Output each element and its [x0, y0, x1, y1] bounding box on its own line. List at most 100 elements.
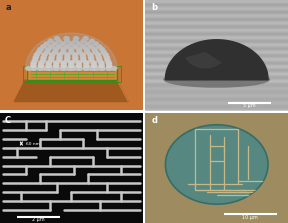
Circle shape: [77, 66, 83, 71]
Circle shape: [165, 125, 268, 204]
Circle shape: [48, 55, 55, 60]
Text: 60 nm: 60 nm: [26, 142, 39, 146]
Circle shape: [38, 61, 44, 65]
Circle shape: [98, 61, 105, 65]
Circle shape: [37, 66, 43, 71]
Circle shape: [53, 61, 59, 65]
Circle shape: [64, 44, 71, 49]
Ellipse shape: [163, 71, 270, 88]
Circle shape: [60, 66, 67, 71]
Circle shape: [99, 47, 105, 52]
Circle shape: [103, 52, 109, 57]
Circle shape: [83, 63, 90, 68]
Circle shape: [100, 66, 106, 71]
Circle shape: [36, 50, 42, 54]
Circle shape: [52, 50, 58, 54]
Circle shape: [30, 63, 37, 68]
Circle shape: [56, 44, 62, 49]
Circle shape: [76, 50, 82, 54]
Text: d: d: [151, 116, 157, 125]
Circle shape: [88, 58, 94, 63]
Circle shape: [56, 55, 62, 60]
Circle shape: [72, 44, 78, 49]
Circle shape: [34, 52, 40, 57]
Circle shape: [54, 36, 60, 41]
Circle shape: [49, 52, 55, 57]
Circle shape: [76, 41, 83, 46]
Circle shape: [72, 52, 78, 57]
Text: 5 μm: 5 μm: [243, 103, 256, 108]
Circle shape: [31, 61, 37, 65]
Circle shape: [45, 47, 51, 52]
Circle shape: [60, 50, 66, 54]
Text: 10 μm: 10 μm: [242, 215, 258, 220]
Circle shape: [46, 61, 52, 65]
Circle shape: [40, 44, 47, 49]
Circle shape: [73, 36, 79, 41]
Circle shape: [54, 66, 60, 71]
Circle shape: [60, 41, 66, 46]
Circle shape: [101, 50, 107, 54]
Circle shape: [96, 58, 103, 63]
Circle shape: [64, 39, 70, 43]
Circle shape: [64, 55, 71, 60]
Circle shape: [33, 55, 39, 60]
Circle shape: [76, 47, 82, 52]
Polygon shape: [165, 40, 268, 79]
Circle shape: [40, 58, 46, 63]
Circle shape: [41, 55, 47, 60]
Circle shape: [89, 39, 95, 43]
Circle shape: [43, 66, 49, 71]
Circle shape: [48, 44, 54, 49]
Circle shape: [65, 66, 71, 71]
Polygon shape: [14, 79, 128, 101]
Circle shape: [68, 50, 74, 54]
Circle shape: [91, 47, 97, 52]
Circle shape: [96, 55, 102, 60]
Circle shape: [61, 61, 67, 65]
Circle shape: [106, 63, 112, 68]
Circle shape: [64, 58, 70, 63]
Circle shape: [38, 63, 44, 68]
Circle shape: [56, 58, 62, 63]
Circle shape: [88, 44, 94, 49]
Wedge shape: [185, 52, 222, 68]
Polygon shape: [26, 68, 117, 79]
Circle shape: [46, 63, 52, 68]
Circle shape: [106, 66, 112, 71]
Circle shape: [91, 66, 97, 71]
Circle shape: [52, 41, 58, 46]
Circle shape: [53, 66, 59, 71]
Circle shape: [106, 61, 112, 65]
Circle shape: [56, 39, 62, 43]
Circle shape: [76, 63, 82, 68]
Circle shape: [79, 52, 86, 57]
Circle shape: [72, 39, 79, 43]
Bar: [23, 66, 121, 82]
Circle shape: [53, 63, 59, 68]
Circle shape: [38, 66, 44, 71]
Circle shape: [68, 61, 74, 65]
Circle shape: [111, 66, 117, 71]
Circle shape: [68, 63, 74, 68]
Circle shape: [57, 52, 63, 57]
Text: a: a: [6, 3, 11, 12]
Circle shape: [71, 66, 77, 71]
Circle shape: [44, 50, 50, 54]
Circle shape: [48, 66, 54, 71]
Circle shape: [76, 66, 82, 71]
Circle shape: [105, 66, 111, 71]
Circle shape: [68, 41, 74, 46]
Circle shape: [82, 66, 89, 71]
Circle shape: [64, 52, 71, 57]
Text: b: b: [151, 3, 157, 12]
Circle shape: [80, 58, 86, 63]
Circle shape: [92, 50, 99, 54]
Circle shape: [84, 50, 91, 54]
Circle shape: [80, 44, 86, 49]
Circle shape: [105, 58, 111, 63]
Circle shape: [96, 44, 102, 49]
Circle shape: [84, 47, 90, 52]
Circle shape: [31, 66, 37, 71]
Polygon shape: [117, 79, 128, 101]
